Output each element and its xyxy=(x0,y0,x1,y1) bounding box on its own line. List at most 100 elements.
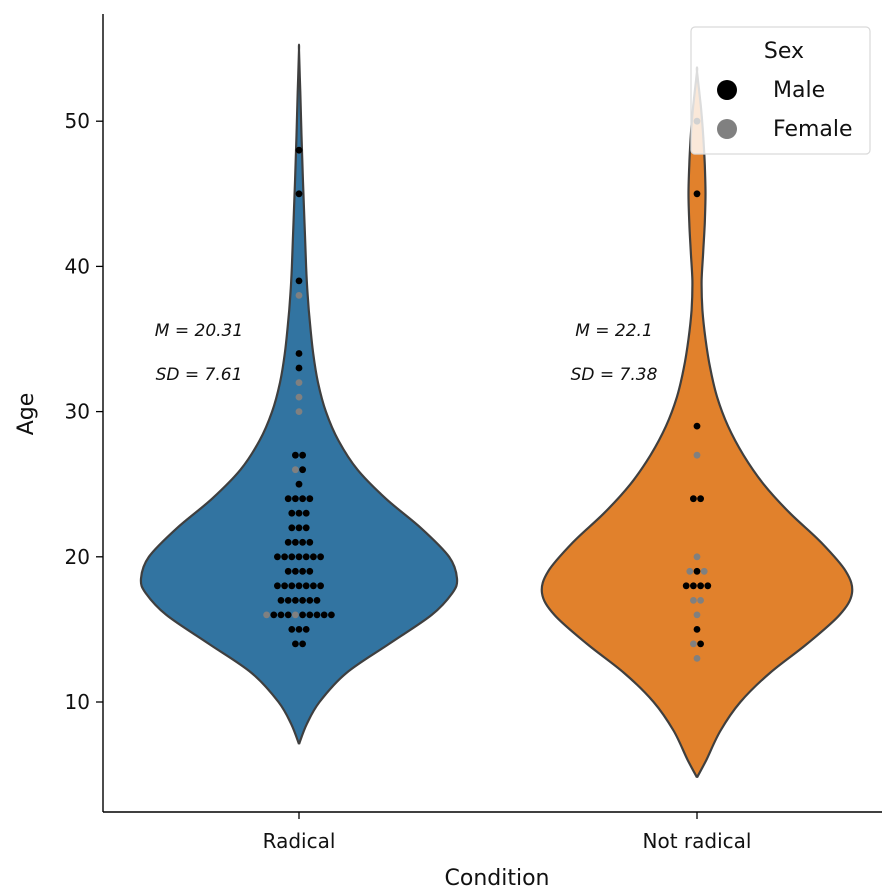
data-point xyxy=(295,190,303,198)
data-point xyxy=(292,640,299,648)
data-point xyxy=(306,538,314,546)
data-point xyxy=(299,466,306,474)
data-point xyxy=(697,495,704,503)
data-point xyxy=(263,611,270,619)
legend-marker-male xyxy=(717,80,737,100)
data-point xyxy=(284,597,292,604)
data-point xyxy=(292,466,299,474)
data-point xyxy=(295,626,303,633)
data-point xyxy=(295,524,303,532)
y-tick-label: 10 xyxy=(65,690,90,714)
legend-box xyxy=(690,26,871,155)
data-point xyxy=(299,451,306,459)
y-tick-label: 50 xyxy=(65,109,90,133)
data-point xyxy=(306,495,314,503)
data-point xyxy=(299,495,306,503)
data-point xyxy=(690,640,697,648)
data-point xyxy=(295,480,303,488)
data-point xyxy=(704,582,712,590)
mean-annotation: M = 22.1 xyxy=(575,321,653,341)
data-point xyxy=(284,567,292,575)
y-tick-label: 20 xyxy=(65,545,90,569)
data-point xyxy=(690,597,697,604)
data-point xyxy=(682,582,690,590)
data-point xyxy=(288,509,296,517)
data-point xyxy=(306,611,314,619)
legend-marker-female xyxy=(717,119,737,139)
data-point xyxy=(299,597,306,604)
data-point xyxy=(295,408,303,415)
data-point xyxy=(274,582,281,590)
legend: Sex Male Female xyxy=(690,26,871,155)
data-point xyxy=(320,611,328,619)
data-point xyxy=(302,626,310,633)
data-point xyxy=(697,582,704,590)
data-point xyxy=(270,611,278,619)
data-point xyxy=(686,567,694,575)
data-point xyxy=(295,277,303,285)
data-point xyxy=(317,553,324,561)
data-point xyxy=(299,567,306,575)
data-point xyxy=(292,611,299,619)
data-point xyxy=(292,451,299,459)
data-point xyxy=(292,495,299,503)
data-point xyxy=(284,538,292,546)
data-point xyxy=(284,495,292,503)
data-point xyxy=(295,393,303,401)
legend-title: Sex xyxy=(764,39,804,64)
x-axis-label: Condition xyxy=(445,866,550,890)
legend-label-female: Female xyxy=(773,117,853,142)
x-ticks: Radical Not radical xyxy=(263,812,751,853)
data-point xyxy=(693,655,701,662)
data-point xyxy=(299,611,306,619)
data-point xyxy=(306,597,314,604)
data-point xyxy=(274,553,281,561)
data-point xyxy=(693,422,701,430)
data-point xyxy=(697,597,704,604)
annotations: M = 20.31 SD = 7.61 M = 22.1 SD = 7.38 xyxy=(155,321,658,385)
data-point xyxy=(310,582,317,590)
data-point xyxy=(292,567,299,575)
data-point xyxy=(313,597,321,604)
data-point xyxy=(302,509,310,517)
data-point xyxy=(281,553,288,561)
data-point xyxy=(295,509,303,517)
data-point xyxy=(693,553,701,561)
data-point xyxy=(299,538,306,546)
data-point xyxy=(697,640,704,648)
data-point xyxy=(295,379,303,386)
data-point xyxy=(295,553,303,561)
data-point xyxy=(302,553,310,561)
y-axis-label: Age xyxy=(14,393,39,436)
data-point xyxy=(284,611,292,619)
data-point xyxy=(302,582,310,590)
data-point xyxy=(690,495,697,503)
data-point xyxy=(299,640,306,648)
data-point xyxy=(292,597,299,604)
sd-annotation: SD = 7.38 xyxy=(571,365,658,385)
x-tick-label: Radical xyxy=(263,829,336,853)
data-point xyxy=(306,567,314,575)
data-point xyxy=(277,597,285,604)
data-point xyxy=(310,553,317,561)
data-point xyxy=(295,146,303,154)
y-tick-label: 40 xyxy=(65,254,90,278)
data-point xyxy=(302,524,310,532)
violins-layer xyxy=(139,43,854,779)
mean-annotation: M = 20.31 xyxy=(155,321,243,341)
y-ticks: 10 20 30 40 50 xyxy=(65,109,103,714)
data-point xyxy=(693,567,701,575)
data-point xyxy=(292,538,299,546)
data-point xyxy=(295,292,303,299)
data-point xyxy=(317,582,324,590)
data-point xyxy=(295,350,303,357)
data-point xyxy=(288,626,296,633)
data-point xyxy=(288,582,296,590)
data-point xyxy=(693,611,701,619)
axes xyxy=(102,14,882,813)
data-point xyxy=(288,524,296,532)
sd-annotation: SD = 7.61 xyxy=(156,365,243,385)
data-point xyxy=(281,582,288,590)
data-point xyxy=(690,582,697,590)
data-point xyxy=(277,611,285,619)
